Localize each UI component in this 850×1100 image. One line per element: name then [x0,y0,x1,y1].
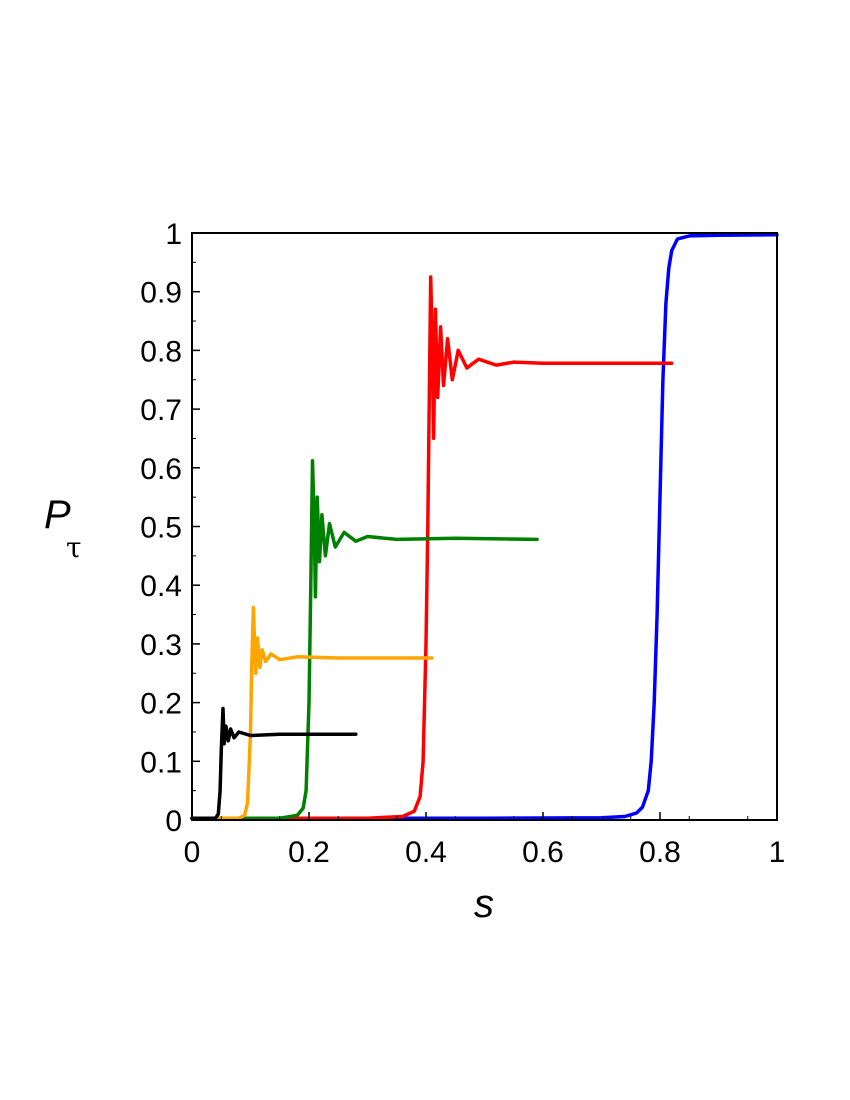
y-tick-label: 0.9 [140,277,182,310]
x-tick-label: 0 [184,836,201,869]
series-line-4 [190,605,434,820]
y-tick-label: 0.8 [140,335,182,368]
x-tick-label: 0.6 [522,836,564,869]
y-axis-title-subscript: τ [66,531,82,564]
series-layer [190,233,779,820]
series-line-5 [190,706,358,820]
series-line-3 [190,459,539,820]
x-tick-label: 1 [769,836,786,869]
plot-frame [191,232,778,821]
y-tick-label: 0.7 [140,394,182,427]
x-axis-title: s [474,882,494,926]
y-tick-label: 1 [165,218,182,251]
y-axis-title: P [44,493,71,537]
series-line-1 [190,233,779,820]
y-tick-label: 0 [165,805,182,838]
y-tick-label: 0.3 [140,629,182,662]
x-tick-label: 0.8 [639,836,681,869]
y-tick-label: 0.2 [140,688,182,721]
y-tick-label: 0.1 [140,746,182,779]
x-tick-label: 0.4 [405,836,447,869]
series-line-2 [190,275,674,820]
ticks-layer: 0 0.2 0.4 0.6 0.8 1 0 0.1 0.2 0.3 0.4 0.5 0.6 0.7 0.8 0… [140,218,785,869]
y-tick-label: 0.5 [140,512,182,545]
y-tick-label: 0.4 [140,570,182,603]
x-tick-label: 0.2 [288,836,330,869]
y-tick-label: 0.6 [140,453,182,486]
